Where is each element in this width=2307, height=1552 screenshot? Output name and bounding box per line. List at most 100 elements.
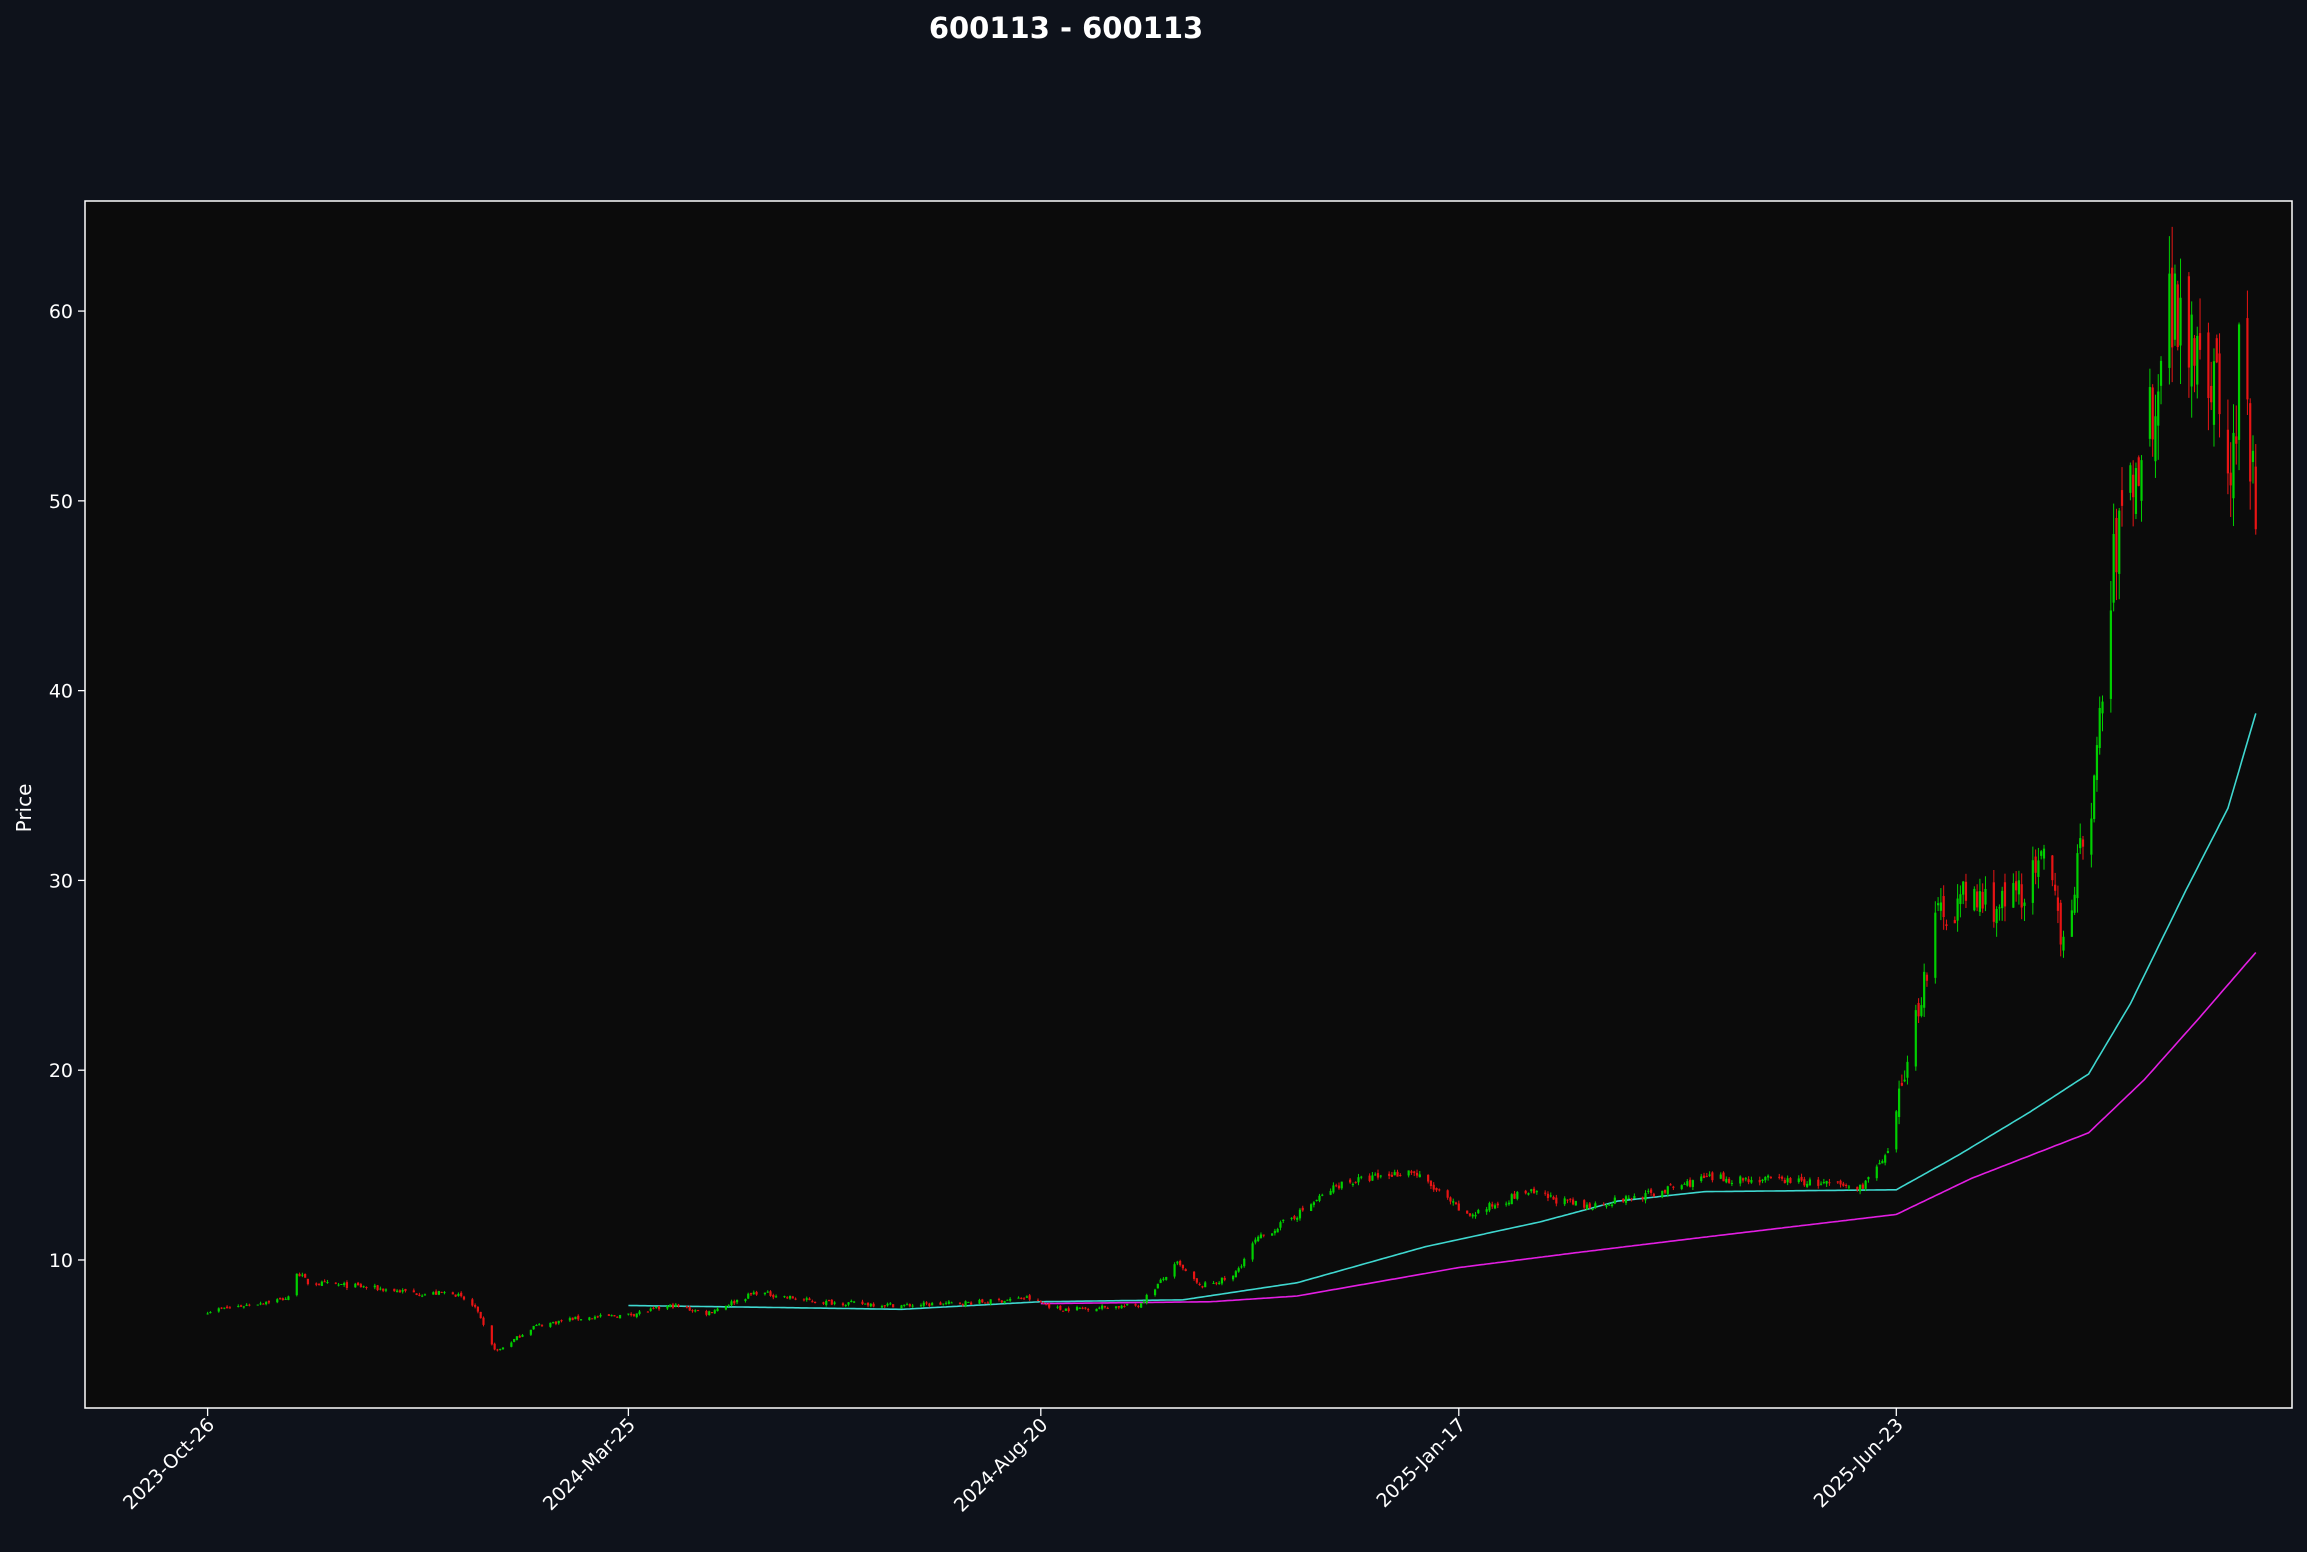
candle-body [401, 1290, 404, 1292]
candle-body [1036, 1299, 1040, 1301]
candle-body [2015, 881, 2018, 891]
candle-body [1571, 1199, 1575, 1205]
candle-body [1895, 1111, 1898, 1150]
candle-body [2235, 436, 2238, 444]
candle-body [432, 1292, 435, 1295]
candle-body [418, 1294, 421, 1296]
candle-body [1315, 1199, 1318, 1201]
candle-body [209, 1312, 212, 1314]
candle-body [1688, 1179, 1692, 1187]
candle-body [827, 1299, 831, 1302]
candle-body [320, 1281, 323, 1286]
candle-body [593, 1316, 597, 1319]
candle-body [1126, 1303, 1129, 1306]
candle-body [866, 1302, 870, 1306]
candle-body [1017, 1297, 1020, 1299]
candle-body [1686, 1181, 1689, 1186]
candle-body [435, 1291, 438, 1295]
candle-body [2101, 701, 2104, 714]
candle-body [1179, 1260, 1182, 1266]
candle-body [1817, 1179, 1820, 1186]
candle-body [1959, 894, 1962, 905]
candle-body [1195, 1278, 1198, 1283]
candle-body [1984, 888, 1987, 905]
candle-body [861, 1301, 864, 1305]
candle-body [1134, 1303, 1137, 1306]
candle-body [970, 1302, 973, 1305]
candle-body [1137, 1305, 1140, 1307]
candle-body [2196, 335, 2199, 385]
candle-body [1056, 1306, 1059, 1308]
candle-body [883, 1305, 886, 1307]
candle-body [1201, 1286, 1204, 1288]
candle-body [317, 1283, 321, 1285]
candle-body [2176, 284, 2179, 348]
plot-area [85, 201, 2292, 1408]
candle-body [925, 1302, 928, 1304]
candle-body [1622, 1198, 1625, 1202]
candle-body [967, 1301, 970, 1303]
candle-body [1828, 1182, 1831, 1184]
candle-body [334, 1282, 337, 1284]
candle-body [2095, 745, 2099, 780]
candle-body [1719, 1174, 1722, 1179]
candle-body [2226, 429, 2230, 474]
candle-body [1438, 1189, 1441, 1191]
candle-body [451, 1292, 454, 1295]
candle-body [499, 1348, 502, 1350]
candle-body [493, 1343, 496, 1350]
candle-body [791, 1296, 794, 1299]
candle-body [1399, 1175, 1402, 1177]
candle-body [1354, 1181, 1357, 1183]
candle-body [727, 1305, 730, 1307]
candle-body [833, 1302, 836, 1304]
candle-body [599, 1314, 602, 1317]
candle-body [323, 1281, 326, 1283]
candle-body [460, 1292, 463, 1297]
candle-body [1212, 1283, 1215, 1285]
candle-body [1379, 1175, 1382, 1177]
candle-body [1000, 1300, 1003, 1303]
candle-body [1457, 1203, 1460, 1211]
candle-body [404, 1288, 407, 1291]
candle-body [557, 1320, 560, 1324]
candle-body [2012, 883, 2015, 908]
candle-body [1903, 1079, 1906, 1082]
candle-body [1415, 1172, 1419, 1176]
candle-body [1764, 1176, 1767, 1181]
candle-body [1730, 1183, 1733, 1185]
candle-body [237, 1306, 240, 1308]
candle-body [2187, 276, 2190, 368]
candle-body [437, 1291, 441, 1295]
candle-body [1062, 1310, 1065, 1312]
candle-body [1003, 1300, 1006, 1304]
candle-body [1215, 1282, 1218, 1284]
candle-body [808, 1298, 811, 1301]
candle-body [1594, 1203, 1597, 1209]
candle-body [1117, 1306, 1120, 1308]
candle-body [1644, 1193, 1647, 1201]
candle-body [1842, 1183, 1845, 1186]
candle-body [1769, 1177, 1773, 1179]
candle-body [911, 1305, 914, 1307]
candle-body [2179, 297, 2182, 346]
candle-body [763, 1292, 767, 1295]
candle-body [571, 1317, 574, 1321]
candle-body [1176, 1261, 1179, 1264]
candle-body [1318, 1195, 1321, 1201]
candle-body [223, 1307, 226, 1309]
candle-body [591, 1318, 594, 1320]
candle-body [1296, 1217, 1299, 1220]
candle-body [2249, 403, 2252, 482]
candle-body [802, 1299, 806, 1301]
candle-body [1806, 1183, 1809, 1187]
candle-body [2129, 465, 2132, 493]
candle-body [2112, 534, 2115, 603]
candle-body [577, 1315, 580, 1320]
candle-body [844, 1304, 847, 1306]
candle-body [415, 1293, 418, 1295]
candle-body [549, 1322, 552, 1327]
candle-body [1778, 1176, 1781, 1178]
candle-body [239, 1305, 243, 1307]
candle-body [1741, 1178, 1745, 1181]
